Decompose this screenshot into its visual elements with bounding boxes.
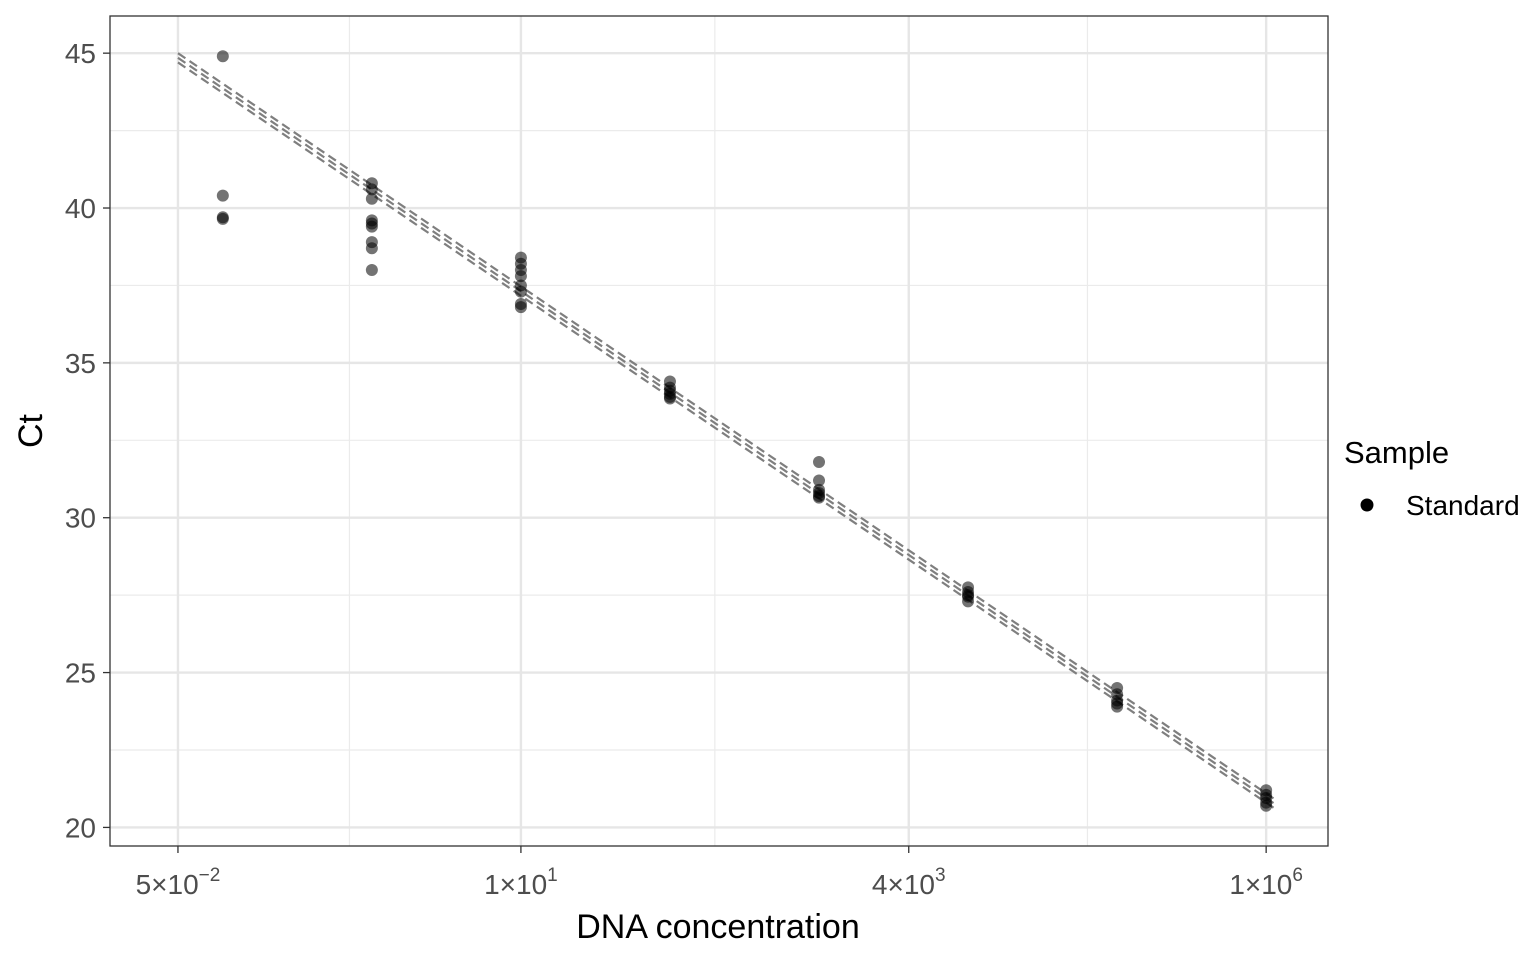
data-point (663, 392, 676, 405)
legend-label-standard: Standard (1406, 490, 1520, 521)
data-point (365, 183, 378, 196)
y-tick-label: 45 (65, 38, 96, 69)
grid-minor (110, 16, 1328, 846)
y-axis: 20 25 30 35 40 45 (65, 38, 110, 843)
fit-line (177, 56, 1276, 806)
y-tick-label: 25 (65, 658, 96, 689)
data-point (216, 212, 229, 225)
data-point (962, 595, 975, 608)
legend-title: Sample (1344, 435, 1449, 470)
x-axis: 5×10−2 1×101 4×103 1×106 (136, 846, 1303, 900)
legend: Sample Standard (1344, 435, 1520, 521)
fit-line (177, 52, 1276, 801)
data-point (514, 301, 527, 314)
data-point (514, 285, 527, 298)
plot-panel-border (109, 15, 1329, 847)
data-points (216, 50, 1273, 812)
data-point (365, 242, 378, 255)
data-point (1111, 700, 1124, 713)
legend-key-standard (1360, 498, 1374, 512)
x-tick-label: 4×103 (872, 865, 946, 900)
x-tick-label: 5×10−2 (136, 865, 221, 900)
y-tick-label: 20 (65, 812, 96, 843)
y-tick-label: 30 (65, 503, 96, 534)
x-tick-label: 1×101 (484, 865, 558, 900)
data-point (365, 192, 378, 205)
x-axis-title: DNA concentration (576, 908, 860, 946)
data-point (216, 189, 229, 202)
fit-line (177, 61, 1276, 810)
data-point (813, 455, 826, 468)
y-tick-label: 35 (65, 348, 96, 379)
data-point (813, 491, 826, 504)
fit-lines (177, 52, 1276, 810)
data-point (813, 474, 826, 487)
data-point (514, 270, 527, 283)
grid-major (110, 16, 1328, 846)
data-point (365, 263, 378, 276)
y-axis-title: Ct (12, 413, 50, 448)
x-tick-label: 1×106 (1229, 865, 1303, 900)
y-tick-label: 40 (65, 193, 96, 224)
data-point (216, 50, 229, 63)
data-point (1260, 799, 1273, 812)
data-point (365, 220, 378, 233)
